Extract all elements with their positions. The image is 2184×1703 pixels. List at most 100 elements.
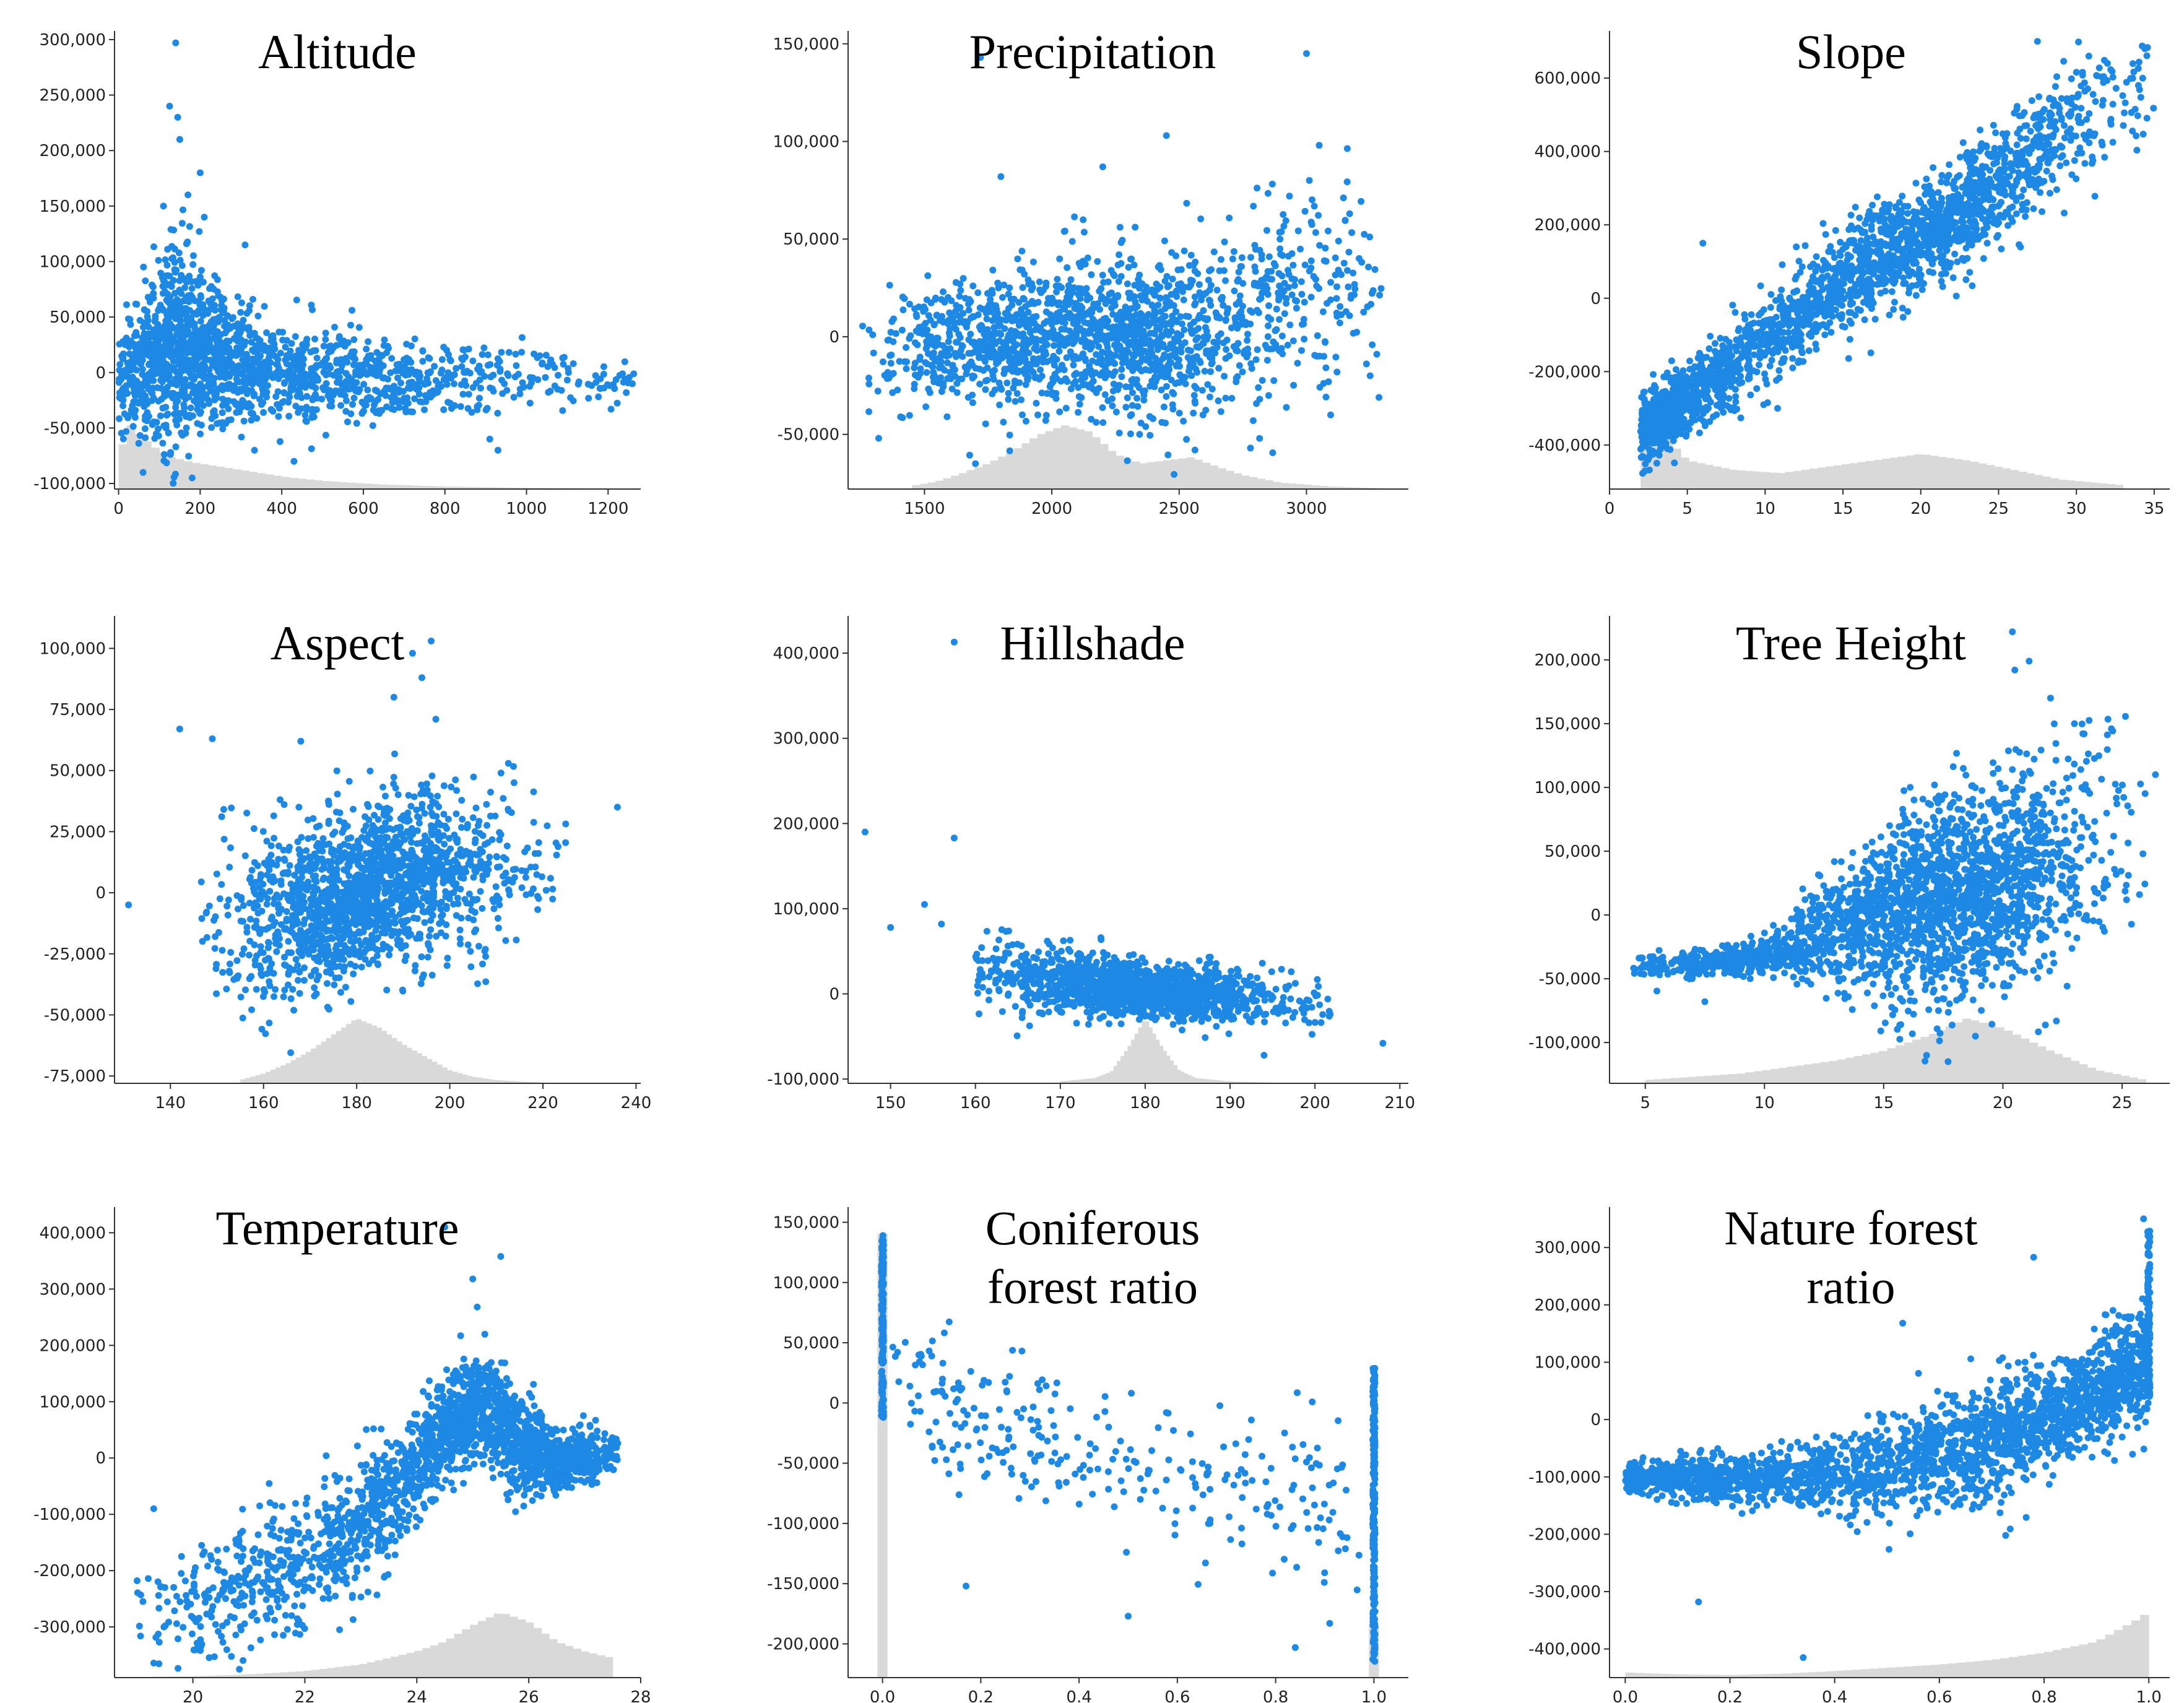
data-point — [1018, 396, 1025, 404]
data-point — [1065, 292, 1073, 299]
data-point — [323, 371, 330, 379]
outlier-point — [174, 114, 181, 121]
data-point — [1125, 314, 1132, 321]
data-point — [1191, 301, 1198, 309]
hist-bar — [2091, 482, 2100, 489]
data-point — [1361, 231, 1368, 238]
data-point — [451, 380, 457, 388]
data-point — [1256, 435, 1263, 442]
data-point — [427, 368, 434, 375]
data-point — [903, 365, 910, 373]
hist-bar — [1139, 463, 1148, 489]
hist-bar — [2010, 470, 2019, 489]
data-point — [1376, 292, 1384, 299]
data-point — [1134, 403, 1142, 410]
x-tick-label: 1000 — [506, 500, 547, 518]
data-point — [1051, 313, 1058, 320]
hist-bar — [1809, 469, 1818, 489]
data-point — [163, 309, 171, 316]
hist-bar — [192, 462, 201, 489]
data-point — [1956, 172, 1963, 179]
hist-bar — [1107, 451, 1117, 489]
data-point — [1154, 285, 1161, 293]
data-point — [136, 340, 144, 347]
data-point — [288, 380, 295, 388]
hist-bar — [493, 487, 503, 489]
data-point — [2027, 128, 2034, 135]
data-point — [233, 400, 241, 407]
data-point — [498, 349, 505, 356]
data-point — [1173, 293, 1181, 300]
data-point — [1951, 250, 1959, 258]
data-point — [1077, 324, 1084, 332]
hist-bar — [1801, 469, 1810, 489]
data-point — [214, 386, 222, 393]
data-point — [1278, 292, 1286, 300]
data-point — [1080, 310, 1088, 317]
data-point — [384, 342, 391, 350]
data-point — [171, 259, 178, 266]
data-point — [1216, 314, 1223, 322]
data-point — [1029, 258, 1037, 266]
data-point — [132, 398, 140, 405]
data-point — [1247, 320, 1254, 327]
data-point — [237, 309, 245, 316]
data-point — [2081, 160, 2089, 167]
data-point — [1360, 308, 1367, 316]
data-point — [983, 315, 990, 323]
data-point — [1025, 323, 1033, 331]
data-point — [1139, 388, 1146, 395]
hist-bar — [151, 448, 160, 489]
data-point — [1639, 453, 1646, 460]
data-point — [625, 374, 633, 381]
data-point — [1854, 306, 1861, 313]
data-point — [411, 336, 418, 342]
data-point — [2075, 38, 2082, 46]
data-point — [952, 353, 960, 360]
data-point — [1099, 272, 1106, 279]
data-point — [355, 324, 363, 331]
data-point — [982, 386, 989, 393]
data-point — [1315, 212, 1322, 219]
data-point — [903, 344, 910, 351]
hist-bar — [2050, 478, 2060, 489]
data-point — [942, 318, 949, 326]
data-point — [436, 381, 443, 388]
data-point — [1311, 202, 1318, 210]
x-tick-label: 0 — [113, 500, 124, 518]
data-point — [1269, 345, 1276, 352]
data-point — [1228, 394, 1236, 402]
data-point — [516, 386, 524, 393]
data-point — [313, 406, 320, 414]
data-point — [1340, 259, 1348, 267]
data-point — [1192, 399, 1199, 407]
data-point — [197, 362, 205, 369]
data-point — [313, 362, 320, 369]
data-point — [1837, 313, 1845, 321]
data-point — [1284, 342, 1291, 349]
data-point — [196, 228, 203, 235]
data-point — [1060, 228, 1068, 235]
data-point — [155, 342, 162, 350]
data-point — [976, 380, 984, 388]
data-point — [176, 287, 183, 293]
data-point — [494, 410, 501, 417]
data-point — [518, 349, 526, 356]
data-point — [1215, 397, 1222, 404]
data-point — [1332, 353, 1340, 361]
data-point — [1075, 393, 1083, 401]
data-point — [1290, 381, 1298, 389]
data-point — [323, 386, 331, 393]
data-point — [955, 331, 963, 338]
hist-bar — [1155, 461, 1164, 489]
data-point — [1003, 379, 1011, 387]
data-point — [1343, 178, 1351, 186]
data-point — [251, 446, 258, 454]
outlier-point — [1366, 372, 1374, 379]
data-point — [214, 361, 221, 368]
data-point — [2044, 159, 2052, 167]
data-point — [2086, 110, 2093, 117]
data-point — [885, 336, 893, 344]
data-point — [982, 377, 989, 384]
data-point — [234, 293, 241, 300]
